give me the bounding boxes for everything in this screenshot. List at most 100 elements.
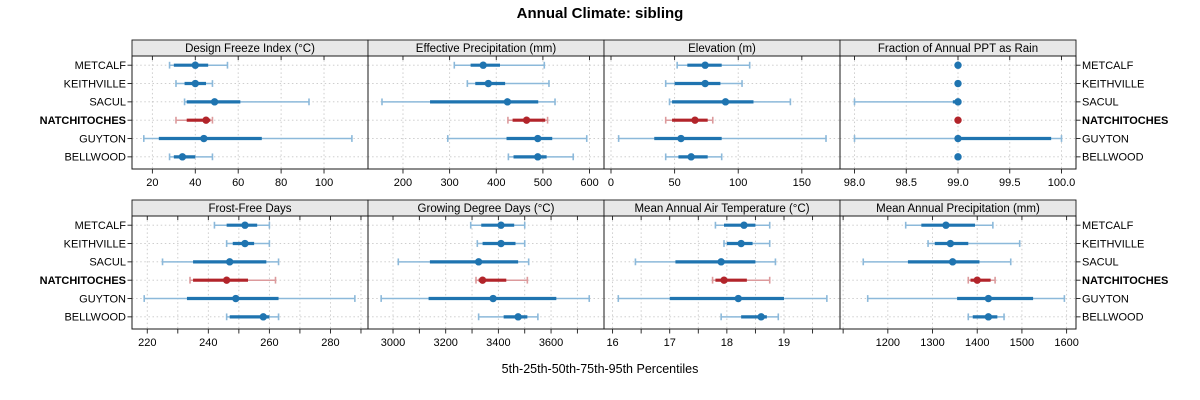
median-dot [757,313,765,321]
site-label-left: METCALF [75,60,127,72]
axis-tick-label: 60 [232,177,244,189]
axis-tick-label: 200 [394,177,412,189]
axis-tick-label: 1500 [1010,337,1034,349]
median-dot [241,221,249,229]
median-dot [717,258,725,266]
median-dot [514,313,522,321]
axis-tick-label: 20 [146,177,158,189]
panel-border-fraction-of-annual-ppt-as-rain [839,55,1077,170]
median-dot [954,116,962,124]
panel-border-frost-free-days [131,215,369,330]
median-dot [534,153,542,161]
median-dot [740,221,748,229]
median-dot [737,239,745,248]
axis-tick-label: 1300 [920,337,944,349]
site-label-right: NATCHITOCHES [1082,115,1168,127]
axis-tick-label: 18 [721,337,733,349]
median-dot [259,313,267,321]
median-dot [954,153,962,161]
site-label-right: METCALF [1082,60,1134,72]
axis-tick-label: 400 [487,177,505,189]
site-label-right: NATCHITOCHES [1082,275,1168,287]
median-dot [984,313,993,321]
axis-tick-label: 260 [260,337,278,349]
axis-tick-label: 3400 [486,337,510,349]
median-dot [946,239,955,248]
panel-border-mean-annual-precipitation-mm [839,215,1077,330]
median-dot [984,294,993,303]
panel-strip-label: Growing Degree Days (°C) [418,203,555,215]
median-dot [721,98,730,106]
site-label-left: METCALF [75,220,127,232]
site-label-right: KEITHVILLE [1082,78,1144,90]
site-label-left: NATCHITOCHES [40,115,126,127]
axis-tick-label: 220 [138,337,156,349]
axis-tick-label: 3600 [539,337,563,349]
median-dot [534,134,542,143]
site-label-left: GUYTON [79,133,126,145]
axis-tick-label: 0 [608,177,614,189]
median-dot [701,79,709,88]
median-dot [202,116,210,124]
panel-strip-label: Mean Annual Precipitation (mm) [876,203,1040,215]
panel-strip-label: Frost-Free Days [208,203,291,215]
median-dot [677,134,685,143]
median-dot [973,276,981,284]
median-dot [210,98,219,106]
axis-tick-label: 240 [199,337,217,349]
axis-tick-label: 280 [321,337,339,349]
panel-border-design-freeze-index-c [131,55,369,170]
panel-strip-label: Elevation (m) [688,43,756,55]
median-dot [954,61,962,69]
median-dot [478,276,487,284]
site-label-left: SACUL [89,97,126,109]
site-label-left: GUYTON [79,293,126,305]
axis-tick-label: 17 [664,337,676,349]
median-dot [225,258,234,266]
site-label-right: SACUL [1082,257,1119,269]
panel-strip-label: Effective Precipitation (mm) [416,43,557,55]
axis-tick-label: 19 [778,337,790,349]
site-label-right: KEITHVILLE [1082,238,1144,250]
site-label-left: KEITHVILLE [64,238,126,250]
axis-tick-label: 99.5 [999,177,1020,189]
panel-border-mean-annual-air-temperature-c [603,215,841,330]
site-label-right: GUYTON [1082,293,1129,305]
site-label-left: SACUL [89,257,126,269]
axis-tick-label: 40 [189,177,201,189]
panel-border-elevation-m [603,55,841,170]
axis-tick-label: 1600 [1054,337,1078,349]
site-label-left: KEITHVILLE [64,78,126,90]
median-dot [479,61,487,69]
site-label-left: BELLWOOD [64,312,126,324]
median-dot [497,239,505,248]
median-dot [954,79,962,88]
axis-tick-label: 100 [729,177,747,189]
axis-tick-label: 99.0 [947,177,968,189]
median-dot [687,153,695,161]
median-dot [691,116,699,124]
median-dot [474,258,483,266]
median-dot [734,294,742,303]
median-dot [222,276,231,284]
axis-tick-label: 3200 [433,337,457,349]
axis-tick-label: 1400 [965,337,989,349]
site-label-left: NATCHITOCHES [40,275,126,287]
median-dot [954,134,962,143]
median-dot [954,98,962,106]
site-label-right: METCALF [1082,220,1134,232]
median-dot [232,294,240,303]
axis-tick-label: 500 [534,177,552,189]
axis-tick-label: 150 [793,177,811,189]
panel-border-growing-degree-days-c [367,215,605,330]
median-dot [522,116,531,124]
panel-strip-label: Fraction of Annual PPT as Rain [878,43,1038,55]
panel-strip-label: Design Freeze Index (°C) [185,43,315,55]
axis-tick-label: 100 [315,177,333,189]
axis-tick-label: 600 [580,177,598,189]
axis-tick-label: 1200 [876,337,900,349]
median-dot [484,79,493,88]
axis-tick-label: 50 [668,177,680,189]
